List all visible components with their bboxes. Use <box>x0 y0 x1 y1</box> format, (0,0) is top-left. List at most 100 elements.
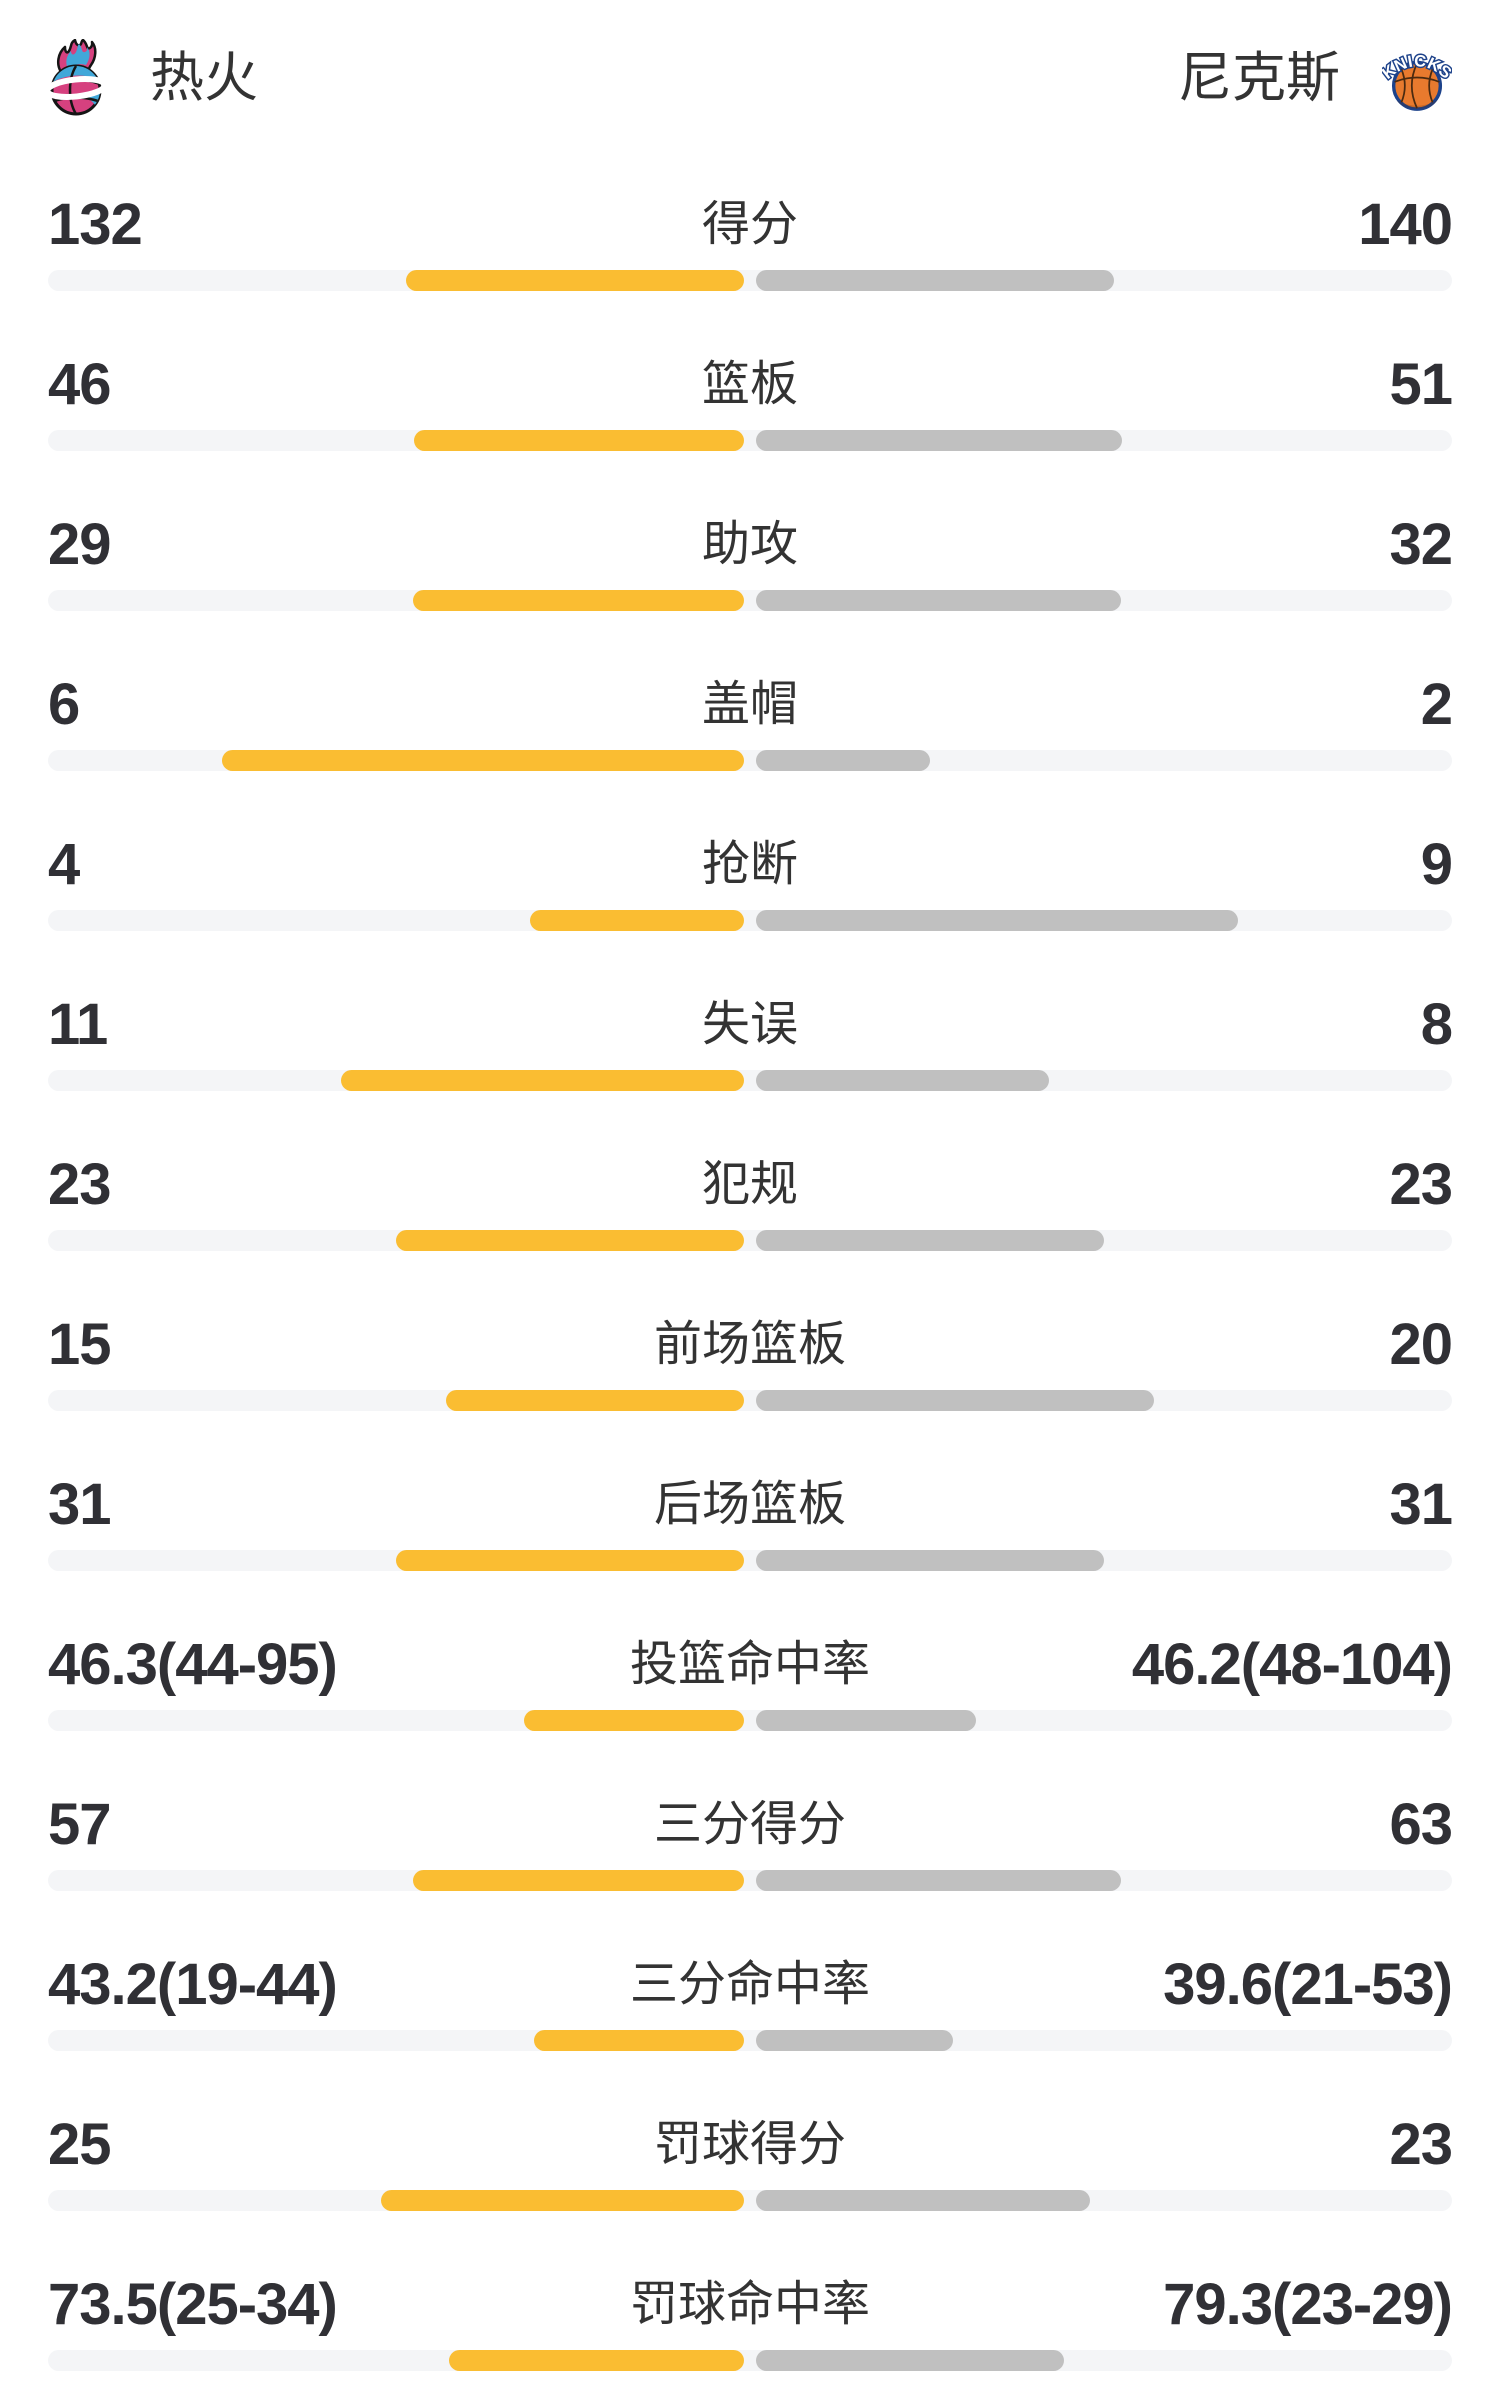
stat-track <box>48 1550 1452 1571</box>
right-team-bar <box>756 1550 1104 1571</box>
stat-text-line: 73.5(25-34) 罚球命中率 79.3(23-29) <box>48 2272 1453 2337</box>
team-right-name: 尼克斯 <box>1178 48 1340 108</box>
right-team-value: 23 <box>1389 2112 1453 2177</box>
left-team-value: 23 <box>48 1152 112 1217</box>
stat-text-line: 25 罚球得分 23 <box>48 2112 1453 2177</box>
left-team-bar <box>413 590 744 611</box>
right-team-value: 23 <box>1389 1152 1453 1217</box>
right-team-bar <box>756 1230 1104 1251</box>
right-team-bar <box>756 910 1238 931</box>
left-team-bar <box>414 430 744 451</box>
stat-track <box>48 2030 1452 2051</box>
stat-text-line: 15 前场篮板 20 <box>48 1316 1453 1374</box>
right-team-bar <box>756 750 930 771</box>
stat-label: 篮板 <box>701 358 799 411</box>
left-team-bar <box>449 2350 744 2371</box>
stat-text-line: 29 助攻 32 <box>48 512 1453 577</box>
left-team-value: 132 <box>48 192 143 257</box>
stat-label: 后场篮板 <box>653 1478 847 1531</box>
stat-track <box>48 1870 1452 1891</box>
stat-track <box>48 2350 1452 2371</box>
right-team-bar <box>756 430 1122 451</box>
stat-track <box>48 2190 1452 2211</box>
stat-row-6: 11 失误 8 <box>0 960 1500 1120</box>
stat-text-line: 132 得分 140 <box>48 192 1453 257</box>
stat-row-4: 6 盖帽 2 <box>0 640 1500 800</box>
stat-row-10: 46.3(44-95) 投篮命中率 46.2(48-104) <box>0 1600 1500 1760</box>
knicks-logo-icon: KNICKS <box>1382 50 1452 111</box>
stat-row-5: 4 抢断 9 <box>0 800 1500 960</box>
stat-label: 三分命中率 <box>629 1958 871 2011</box>
left-team-bar <box>396 1550 744 1571</box>
right-team-bar <box>756 2030 953 2051</box>
stat-track <box>48 1070 1452 1091</box>
stat-track <box>48 590 1452 611</box>
right-team-value: 51 <box>1389 352 1453 417</box>
stats-rows: 132 得分 140 46 篮板 51 29 助攻 32 <box>0 160 1500 2400</box>
stat-text-line: 6 盖帽 2 <box>48 672 1453 737</box>
stat-text-line: 4 抢断 9 <box>48 832 1453 897</box>
stat-label: 罚球命中率 <box>629 2278 871 2331</box>
stat-track <box>48 1710 1452 1731</box>
stat-text-line: 23 犯规 23 <box>48 1152 1453 1217</box>
right-team-value: 2 <box>1420 672 1453 737</box>
team-right: 尼克斯 KNICKS <box>1178 42 1452 114</box>
team-left-name: 热火 <box>150 48 258 108</box>
match-stats-header: 热火 尼克斯 KNICKS <box>0 0 1500 118</box>
stat-label: 助攻 <box>701 518 799 571</box>
right-team-bar <box>756 270 1114 291</box>
left-team-value: 57 <box>48 1792 112 1857</box>
stat-text-line: 46.3(44-95) 投篮命中率 46.2(48-104) <box>48 1632 1453 1697</box>
left-team-value: 31 <box>48 1472 112 1537</box>
left-team-value: 4 <box>48 832 80 897</box>
right-team-value: 39.6(21-53) <box>1163 1952 1453 2017</box>
stat-label: 前场篮板 <box>653 1318 847 1371</box>
stat-row-1: 132 得分 140 <box>0 160 1500 320</box>
stat-row-11: 57 三分得分 63 <box>0 1760 1500 1920</box>
stat-text-line: 43.2(19-44) 三分命中率 39.6(21-53) <box>48 1952 1453 2017</box>
stat-text-line: 57 三分得分 63 <box>48 1792 1453 1857</box>
left-team-bar <box>413 1870 744 1891</box>
stat-row-7: 23 犯规 23 <box>0 1120 1500 1280</box>
left-team-bar <box>222 750 744 771</box>
left-team-bar <box>446 1390 744 1411</box>
left-team-value: 43.2(19-44) <box>48 1952 338 2017</box>
right-team-bar <box>756 1390 1154 1411</box>
left-team-value: 46 <box>48 352 112 417</box>
stat-row-13: 25 罚球得分 23 <box>0 2080 1500 2240</box>
stat-label: 抢断 <box>701 838 799 891</box>
right-team-bar <box>756 2350 1064 2371</box>
stat-track <box>48 1230 1452 1251</box>
left-team-bar <box>534 2030 744 2051</box>
heat-logo-icon <box>48 39 104 116</box>
left-team-bar <box>341 1070 744 1091</box>
left-team-value: 29 <box>48 512 112 577</box>
left-team-value: 73.5(25-34) <box>48 2272 338 2337</box>
left-team-value: 11 <box>48 992 108 1057</box>
right-team-bar <box>756 1710 976 1731</box>
right-team-value: 140 <box>1358 192 1453 257</box>
left-team-bar <box>381 2190 744 2211</box>
left-team-bar <box>406 270 744 291</box>
right-team-value: 63 <box>1389 1792 1453 1857</box>
stat-text-line: 11 失误 8 <box>48 992 1453 1057</box>
right-team-bar <box>756 590 1121 611</box>
right-team-value: 32 <box>1389 512 1453 577</box>
knicks-ball <box>1391 60 1443 111</box>
right-team-value: 79.3(23-29) <box>1163 2272 1453 2337</box>
stat-label: 犯规 <box>701 1158 799 1211</box>
left-team-bar <box>530 910 744 931</box>
right-team-bar <box>756 1070 1049 1091</box>
stat-row-8: 15 前场篮板 20 <box>0 1280 1500 1440</box>
stat-row-2: 46 篮板 51 <box>0 320 1500 480</box>
stat-track <box>48 750 1452 771</box>
left-team-bar <box>524 1710 744 1731</box>
left-team-value: 25 <box>48 2112 112 2177</box>
stat-row-12: 43.2(19-44) 三分命中率 39.6(21-53) <box>0 1920 1500 2080</box>
stat-track <box>48 430 1452 451</box>
right-team-bar <box>756 2190 1090 2211</box>
right-team-value: 46.2(48-104) <box>1131 1632 1453 1697</box>
right-team-value: 8 <box>1420 992 1453 1057</box>
left-team-value: 6 <box>48 672 80 737</box>
